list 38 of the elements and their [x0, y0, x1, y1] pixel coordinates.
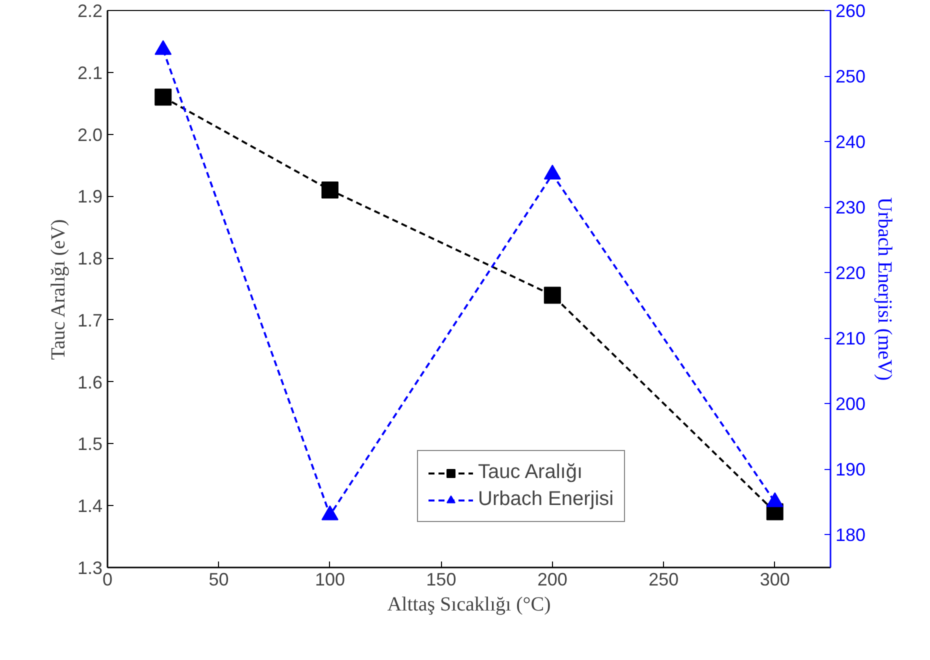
y2-axis-title: Urbach Enerjisi (meV)	[874, 197, 896, 381]
point	[321, 505, 338, 520]
x-tick-label: 200	[537, 570, 568, 590]
x-tick-label: 50	[208, 570, 229, 590]
point	[766, 492, 784, 508]
y2-tick-label: 250	[836, 66, 866, 87]
y-tick-label: 1.3	[77, 558, 103, 578]
point	[154, 88, 172, 106]
legend-label: Tauc Aralığı	[478, 461, 583, 484]
y-tick-label: 2.1	[77, 62, 103, 83]
x-tick-label: 300	[760, 570, 790, 590]
y2-tick-label: 180	[836, 525, 866, 546]
y2-tick-label: 220	[836, 263, 866, 284]
x-tick-label: 250	[648, 570, 679, 590]
y2-tick-label: 200	[836, 394, 866, 414]
legend-label: Urbach Enerjisi	[478, 488, 614, 511]
x-tick-label: 0	[102, 570, 113, 590]
y-tick-label: 2.0	[77, 124, 103, 145]
y-tick-label: 1.5	[77, 434, 103, 454]
x-tick-label: 100	[314, 570, 345, 590]
y-tick-label: 2.2	[77, 1, 103, 21]
y-tick-label: 1.4	[77, 496, 103, 516]
y-tick-label: 1.9	[77, 186, 103, 207]
x-tick-label: 150	[426, 570, 456, 590]
y-axis-title: Tauc Aralığı (eV)	[47, 219, 70, 360]
x-axis-title: Alttaş Sıcaklığı (°C)	[387, 594, 551, 616]
y2-tick-label: 210	[836, 328, 866, 349]
y2-tick-label: 190	[836, 460, 866, 480]
point	[154, 40, 172, 55]
point	[544, 286, 561, 304]
point	[544, 164, 561, 180]
y-tick-label: 1.6	[77, 372, 103, 392]
y2-tick-label: 230	[836, 198, 866, 218]
y2-tick-label: 260	[836, 1, 866, 21]
y-tick-label: 1.8	[77, 248, 103, 269]
y2-tick-label: 240	[836, 132, 866, 152]
y-tick-label: 1.7	[77, 310, 103, 330]
point	[321, 181, 338, 198]
